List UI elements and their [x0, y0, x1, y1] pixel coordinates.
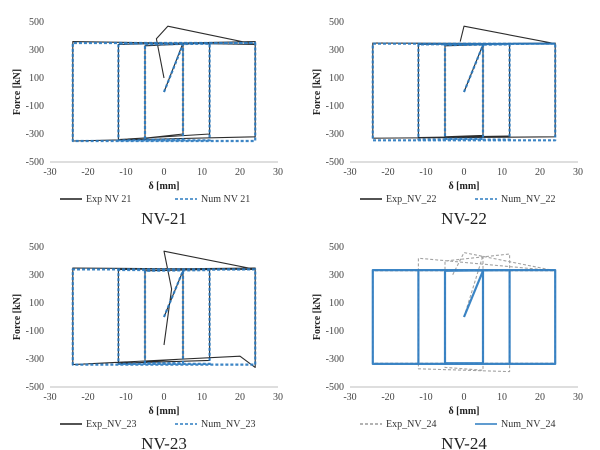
x-tick-label: 0	[462, 167, 467, 178]
x-tick-label: -10	[419, 167, 432, 178]
y-tick-label: -500	[326, 382, 344, 393]
x-axis-label: δ [mm]	[448, 406, 479, 417]
legend-label: Num NV 21	[201, 194, 250, 205]
x-tick-label: 10	[497, 167, 507, 178]
y-tick-label: -100	[326, 101, 344, 112]
y-tick-label: -300	[326, 129, 344, 140]
chart-panel-nv23: -500 -300 -100 100 300 500 -30 -20 -10 0 10 20 30 For…	[0, 225, 300, 450]
y-axis-label: Force [kN]	[12, 69, 23, 115]
series-line-1	[71, 41, 257, 143]
series-line-1	[71, 268, 257, 366]
x-axis-label: δ [mm]	[148, 406, 179, 417]
x-tick-label: -10	[119, 167, 132, 178]
chart-panel-nv22: -500 -300 -100 100 300 500 -30 -20 -10 0 10 20 30 For…	[300, 0, 600, 225]
x-tick-label: 30	[573, 392, 583, 403]
x-tick-label: -30	[43, 392, 56, 403]
chart-panel-nv21: -500 -300 -100 100 300 500 -30 -20 -10 0 10 20 30 For…	[0, 0, 300, 225]
chart-caption: NV-21	[141, 209, 187, 225]
x-tick-label: 0	[462, 392, 467, 403]
x-tick-label: -20	[81, 392, 94, 403]
x-axis-label: δ [mm]	[148, 181, 179, 192]
y-tick-label: -500	[26, 157, 44, 168]
y-tick-label: -300	[326, 354, 344, 365]
y-tick-label: -500	[26, 382, 44, 393]
x-tick-label: -30	[343, 392, 356, 403]
y-tick-label: 300	[329, 45, 344, 56]
y-tick-label: -300	[26, 354, 44, 365]
y-tick-label: 500	[329, 17, 344, 28]
y-tick-label: 300	[29, 270, 44, 281]
x-tick-label: 30	[273, 392, 283, 403]
x-tick-label: 20	[535, 167, 545, 178]
legend-label: Num_NV_24	[501, 419, 555, 430]
chart-caption: NV-23	[141, 434, 187, 450]
legend-label: Exp_NV_24	[386, 419, 437, 430]
series-line-1	[371, 268, 557, 365]
x-axis-label: δ [mm]	[448, 181, 479, 192]
legend-label: Num_NV_23	[201, 419, 255, 430]
legend-label: Exp_NV_22	[386, 194, 437, 205]
x-tick-label: -20	[381, 392, 394, 403]
y-tick-label: 100	[329, 73, 344, 84]
legend-label: Exp NV 21	[86, 194, 131, 205]
x-tick-label: 0	[162, 167, 167, 178]
legend-label: Exp_NV_23	[86, 419, 137, 430]
x-tick-label: -20	[381, 167, 394, 178]
y-tick-label: 100	[329, 298, 344, 309]
x-tick-label: 20	[235, 392, 245, 403]
y-tick-label: 500	[29, 242, 44, 253]
chart-panel-nv24: -500 -300 -100 100 300 500 -30 -20 -10 0 10 20 30 For…	[300, 225, 600, 450]
x-tick-label: -30	[343, 167, 356, 178]
y-tick-label: 300	[329, 270, 344, 281]
chart-caption: NV-22	[441, 209, 487, 225]
y-tick-label: 500	[29, 17, 44, 28]
x-tick-label: 10	[497, 392, 507, 403]
x-tick-label: -10	[119, 392, 132, 403]
y-tick-label: -500	[326, 157, 344, 168]
y-tick-label: -100	[326, 326, 344, 337]
y-tick-label: -300	[26, 129, 44, 140]
x-tick-label: -20	[81, 167, 94, 178]
x-tick-label: 30	[573, 167, 583, 178]
y-tick-label: -100	[26, 326, 44, 337]
x-tick-label: 20	[535, 392, 545, 403]
y-axis-label: Force [kN]	[312, 69, 323, 115]
y-axis-label: Force [kN]	[12, 294, 23, 340]
x-tick-label: 20	[235, 167, 245, 178]
y-tick-label: 300	[29, 45, 44, 56]
x-tick-label: 0	[162, 392, 167, 403]
series-line-1	[371, 42, 557, 142]
x-tick-label: 10	[197, 167, 207, 178]
x-tick-label: 30	[273, 167, 283, 178]
y-tick-label: 100	[29, 298, 44, 309]
series-line-0	[72, 250, 256, 368]
y-tick-label: -100	[26, 101, 44, 112]
x-tick-label: -10	[419, 392, 432, 403]
x-tick-label: -30	[43, 167, 56, 178]
y-axis-label: Force [kN]	[312, 294, 323, 340]
chart-caption: NV-24	[441, 434, 487, 450]
y-tick-label: 100	[29, 73, 44, 84]
x-tick-label: 10	[197, 392, 207, 403]
legend-label: Num_NV_22	[501, 194, 555, 205]
y-tick-label: 500	[329, 242, 344, 253]
